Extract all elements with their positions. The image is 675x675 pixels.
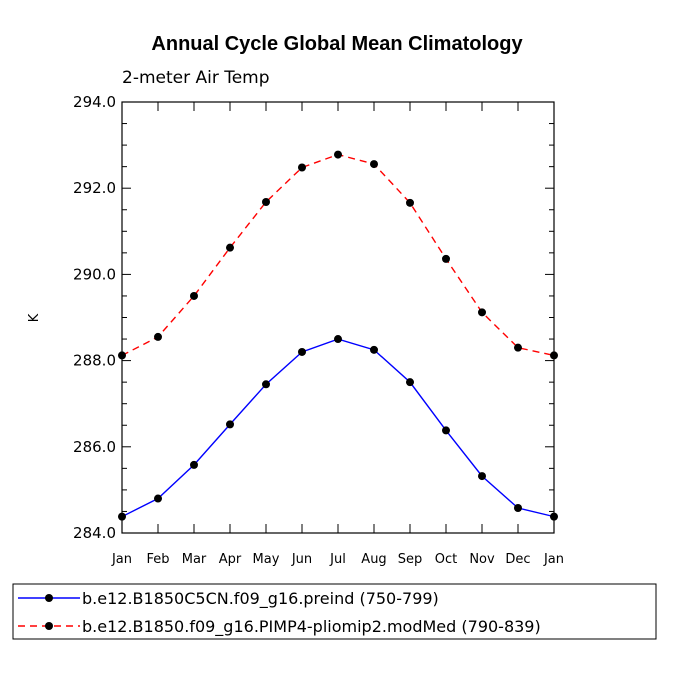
axis-ticks	[121, 101, 555, 534]
series-0-point	[190, 460, 198, 469]
x-tick-label: Sep	[398, 552, 423, 567]
x-tick-label: Jul	[329, 552, 346, 567]
series-0-point	[262, 380, 270, 389]
series-1-point	[442, 254, 450, 263]
series-1-point	[226, 243, 234, 252]
y-tick-label: 284.0	[73, 524, 116, 542]
legend-box	[12, 583, 657, 640]
series-1-point	[190, 291, 198, 300]
series-1-point	[370, 160, 378, 169]
x-tick-label: Aug	[361, 552, 386, 567]
series-1-point	[406, 198, 414, 207]
series-group	[118, 150, 558, 521]
plot-frame	[121, 101, 555, 534]
series-0-point	[442, 426, 450, 435]
x-tick-label: Oct	[435, 552, 457, 567]
series-1-point	[514, 343, 522, 352]
series-0-point	[514, 504, 522, 513]
series-1-point	[478, 308, 486, 317]
x-tick-label: Apr	[219, 552, 242, 567]
x-tick-label: Dec	[505, 552, 530, 567]
y-axis-label: K	[27, 313, 42, 322]
series-0-point	[478, 472, 486, 481]
y-tick-labels: 284.0 286.0 288.0 290.0 292.0 294.0	[73, 93, 116, 542]
legend-marker-0	[45, 594, 53, 602]
series-1-point	[262, 197, 270, 206]
x-tick-label: Feb	[146, 552, 169, 567]
series-1-point	[154, 332, 162, 341]
x-tick-label: Mar	[182, 552, 207, 567]
chart-title: Annual Cycle Global Mean Climatology	[151, 33, 523, 55]
y-tick-label: 294.0	[73, 93, 116, 111]
series-0-point	[370, 345, 378, 354]
series-0-point	[334, 335, 342, 344]
legend-label-0: b.e12.B1850C5CN.f09_g16.preind (750-799)	[82, 589, 439, 609]
y-tick-label: 292.0	[73, 179, 116, 197]
y-tick-label: 286.0	[73, 438, 116, 456]
chart-subtitle: 2-meter Air Temp	[122, 68, 270, 88]
x-tick-labels: Jan Feb Mar Apr May Jun Jul Aug Sep Oct Nov Dec Jan	[111, 552, 564, 567]
legend-label-1: b.e12.B1850.f09_g16.PIMP4-pliomip2.modMe…	[82, 617, 541, 637]
series-0-point	[406, 378, 414, 387]
legend: b.e12.B1850C5CN.f09_g16.preind (750-799)…	[12, 583, 657, 640]
series-1-point	[334, 150, 342, 159]
series-0-point	[154, 494, 162, 503]
x-tick-label: Jun	[291, 552, 312, 567]
x-tick-label: Jan	[111, 552, 132, 567]
y-tick-label: 288.0	[73, 352, 116, 370]
series-line-1	[121, 153, 555, 357]
series-0-point	[226, 420, 234, 429]
series-line-0	[121, 338, 555, 518]
series-0-point	[298, 347, 306, 356]
x-tick-label: Jan	[543, 552, 564, 567]
legend-marker-1	[45, 622, 53, 630]
x-tick-label: Nov	[469, 552, 495, 567]
series-1-point	[298, 163, 306, 172]
y-tick-label: 290.0	[73, 265, 116, 283]
x-tick-label: May	[253, 552, 280, 567]
